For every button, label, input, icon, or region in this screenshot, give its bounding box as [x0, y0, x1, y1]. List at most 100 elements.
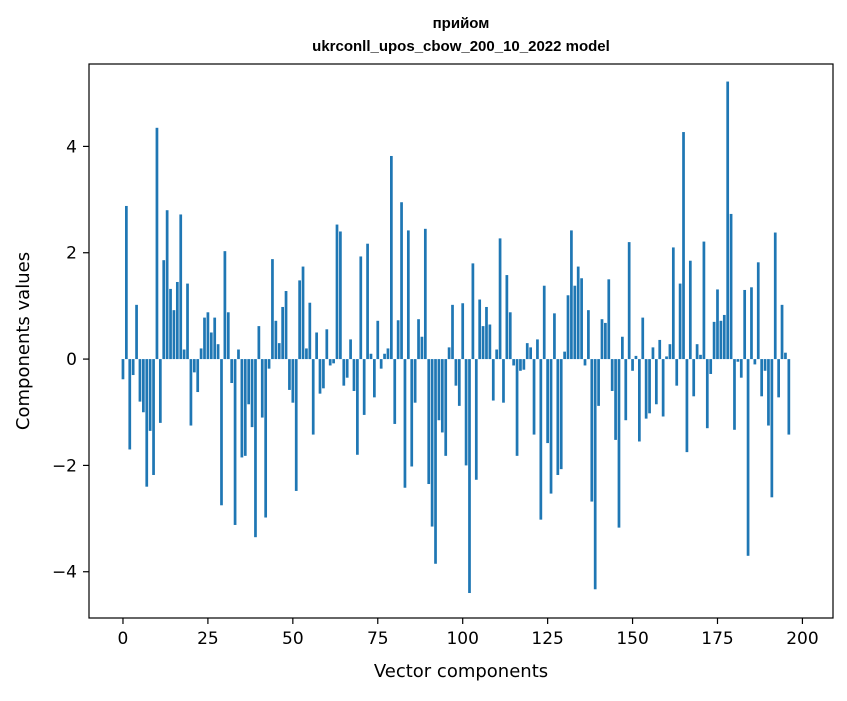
bar [461, 303, 465, 360]
bar [651, 347, 655, 360]
bar [158, 359, 162, 423]
bar-series [121, 81, 791, 594]
bar [481, 326, 485, 360]
bar [216, 344, 220, 360]
x-tick-label: 175 [701, 629, 733, 649]
bar [621, 336, 624, 360]
bar [437, 359, 441, 421]
bar [352, 359, 356, 391]
bar [559, 359, 563, 470]
bar [505, 275, 509, 360]
bar [247, 359, 251, 405]
bar [610, 359, 614, 391]
x-tick-label: 200 [786, 629, 818, 649]
bar [546, 359, 549, 444]
bar [267, 359, 271, 369]
bar [125, 205, 128, 360]
bar [349, 339, 352, 360]
bar [209, 332, 213, 360]
bar [739, 359, 743, 378]
bar [203, 317, 206, 360]
bar [447, 347, 451, 360]
bar [413, 359, 417, 403]
bar [138, 359, 142, 402]
bar [451, 304, 454, 360]
bar [142, 359, 145, 413]
bar [502, 359, 505, 403]
bar [498, 238, 502, 360]
bar [488, 324, 492, 360]
x-tick-label: 125 [531, 629, 563, 649]
bar [709, 359, 713, 374]
bar [335, 224, 339, 360]
x-tick-label: 0 [118, 629, 129, 649]
bar [328, 359, 332, 366]
bar [223, 251, 227, 360]
bar [665, 356, 668, 360]
bar [294, 359, 298, 491]
bar [563, 351, 566, 360]
bar [376, 320, 380, 360]
bar [345, 359, 349, 378]
bar [542, 285, 546, 360]
y-tick-label: −4 [52, 563, 77, 583]
bar [688, 260, 692, 360]
x-tick-label: 150 [616, 629, 648, 649]
bar [250, 359, 254, 428]
bar [332, 359, 335, 364]
bar [485, 306, 488, 360]
bar [291, 359, 295, 403]
bar [607, 279, 611, 360]
bar [457, 359, 461, 406]
bar [478, 299, 482, 360]
bar [440, 359, 444, 433]
bar [556, 359, 560, 475]
bar [675, 359, 679, 386]
bar [468, 359, 471, 594]
bar [760, 359, 764, 397]
bar [274, 320, 278, 360]
bar [393, 359, 397, 424]
bar [369, 353, 373, 360]
bar [784, 352, 787, 360]
bar [464, 359, 468, 466]
bar [237, 349, 240, 360]
bar [145, 359, 149, 487]
bar [767, 359, 770, 426]
bar [454, 359, 458, 386]
bar [570, 230, 573, 360]
bar [746, 359, 750, 556]
bar [515, 359, 519, 456]
bar [522, 359, 526, 370]
bar [549, 359, 553, 494]
bar [233, 359, 237, 525]
bar [121, 359, 125, 380]
x-tick-label: 75 [367, 629, 389, 649]
bar [155, 127, 159, 360]
bar [301, 266, 305, 360]
bar [512, 359, 516, 366]
x-tick-label: 25 [197, 629, 219, 649]
bar [553, 313, 556, 360]
bar [756, 262, 760, 360]
bar [444, 359, 448, 456]
bar [311, 359, 315, 435]
bar [135, 304, 138, 360]
x-tick-label: 100 [446, 629, 478, 649]
y-tick-label: 0 [66, 350, 77, 370]
bar [220, 359, 223, 506]
bar [423, 228, 427, 360]
bar [658, 339, 662, 360]
bar [743, 289, 747, 360]
bar [644, 359, 648, 419]
bar [519, 359, 522, 371]
bar [406, 230, 410, 360]
bar [604, 322, 607, 360]
bar [420, 336, 424, 360]
x-tick-label: 50 [282, 629, 304, 649]
bar [539, 359, 543, 520]
bar [379, 359, 383, 369]
bar [593, 359, 597, 590]
bar [624, 359, 628, 421]
